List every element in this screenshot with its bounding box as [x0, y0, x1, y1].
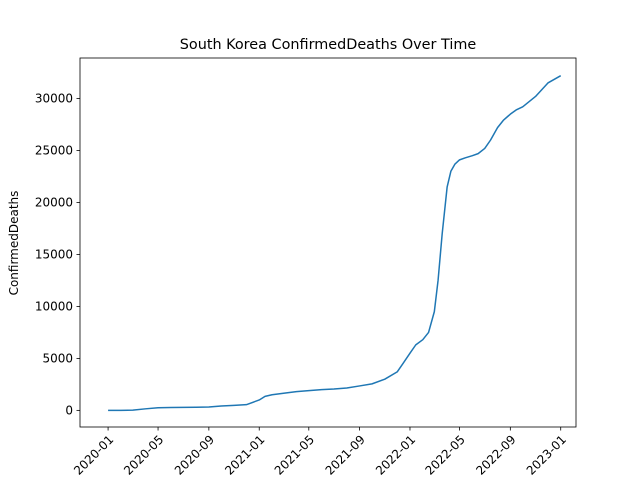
x-tick-label: 2023-01 [524, 432, 569, 477]
y-tick-label: 30000 [35, 92, 73, 106]
x-tick-label: 2020-01 [71, 432, 116, 477]
x-tick-label: 2022-05 [423, 432, 468, 477]
x-tick-label: 2020-09 [172, 432, 217, 477]
y-tick-label: 10000 [35, 299, 73, 313]
series-line [108, 75, 562, 412]
y-tick-label: 5000 [42, 351, 73, 365]
x-tick-label: 2021-01 [222, 432, 267, 477]
x-tick-label: 2022-01 [373, 432, 418, 477]
x-tick-label: 2020-05 [121, 432, 166, 477]
x-tick-label: 2021-09 [323, 432, 368, 477]
chart-title: South Korea ConfirmedDeaths Over Time [180, 37, 477, 53]
y-tick-label: 15000 [35, 247, 73, 261]
y-tick-label: 0 [65, 403, 73, 417]
x-tick-label: 2022-09 [473, 432, 518, 477]
y-axis-label: ConfirmedDeaths [7, 191, 21, 296]
plot-frame [79, 57, 577, 428]
plot-area [108, 75, 562, 412]
y-tick-label: 25000 [35, 144, 73, 158]
y-tick-label: 20000 [35, 195, 73, 209]
x-tick-label: 2021-05 [272, 432, 317, 477]
